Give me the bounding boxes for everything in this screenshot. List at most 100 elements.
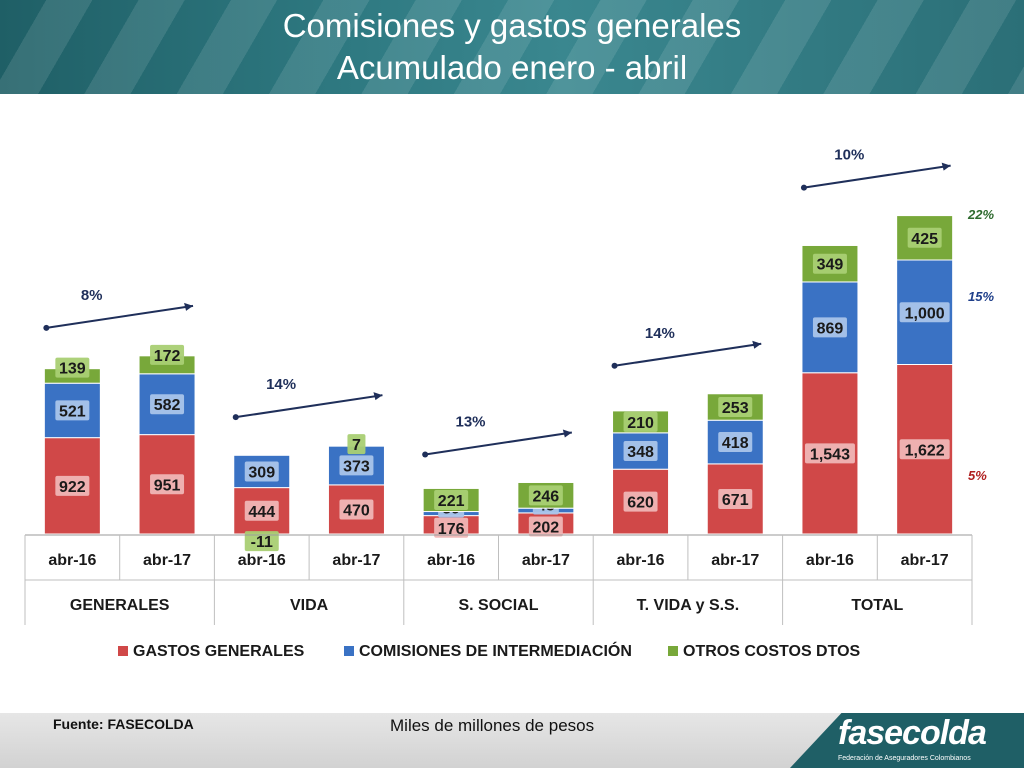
fasecolda-logo-subtitle: Federación de Aseguradores Colombianos: [838, 755, 971, 762]
data-label-otros-8: 349: [817, 257, 844, 274]
data-label-bg-gastos-3: [339, 499, 374, 520]
data-label-bg-otros-7: [718, 396, 753, 417]
bar-gastos-0: [43, 437, 101, 535]
growth-arrow-head-2: [562, 429, 572, 438]
growth-arrows-layer: 8% 14% 13% 14% 10%: [43, 147, 951, 458]
growth-arrow-0: [46, 304, 194, 329]
right-growth-comisiones: 15%: [968, 289, 994, 304]
data-label-gastos-7: 671: [722, 492, 749, 509]
growth-label-0: 8%: [81, 287, 103, 304]
data-label-otros-2: -11: [251, 534, 273, 551]
data-label-gastos-6: 620: [627, 495, 654, 512]
data-label-comisiones-3: 373: [343, 458, 370, 475]
data-label-otros-5: 246: [532, 488, 559, 505]
growth-arrow-tail-3: [611, 362, 618, 369]
growth-label-2: 13%: [455, 413, 485, 430]
data-label-bg-gastos-4: [434, 517, 469, 538]
data-label-bg-otros-3: [347, 434, 366, 455]
data-label-bg-comisiones-8: [812, 317, 847, 338]
legend-label-comisiones: COMISIONES DE INTERMEDIACIÓN: [359, 641, 632, 660]
data-label-comisiones-2: 309: [248, 464, 275, 481]
legend: GASTOS GENERALES COMISIONES DE INTERMEDIA…: [118, 641, 861, 660]
data-label-gastos-2: 444: [248, 504, 275, 521]
data-label-bg-gastos-2: [244, 500, 279, 521]
tick-label-5: abr-17: [522, 552, 570, 569]
source-note: Fuente: FASECOLDA: [53, 716, 194, 732]
tick-label-0: abr-16: [48, 552, 96, 569]
right-growth-otros: 22%: [967, 207, 994, 222]
data-label-comisiones-8: 869: [817, 320, 844, 337]
data-label-comisiones-9: 1,000: [905, 305, 945, 322]
data-label-bg-otros-8: [812, 253, 847, 274]
units-note: Miles de millones de pesos: [390, 716, 595, 735]
tick-label-9: abr-17: [901, 552, 949, 569]
growth-arrow-head-3: [752, 340, 762, 349]
stacked-bar-chart: 922521139951582172444309-114703737176392…: [24, 147, 994, 660]
right-growth-gastos: 5%: [968, 468, 987, 483]
data-label-bg-comisiones-1: [150, 394, 185, 415]
data-label-otros-3: 7: [352, 437, 361, 454]
data-label-bg-otros-5: [528, 485, 563, 506]
data-label-bg-gastos-5: [528, 516, 563, 537]
data-label-otros-1: 172: [154, 348, 181, 365]
data-label-gastos-9: 1,622: [905, 442, 945, 459]
growth-label-1: 14%: [266, 376, 296, 393]
data-label-otros-4: 221: [438, 493, 465, 510]
data-label-bg-otros-6: [623, 411, 658, 432]
tick-label-8: abr-16: [806, 552, 854, 569]
header-banner: [0, 0, 1024, 94]
growth-arrow-tail-1: [232, 414, 239, 421]
group-label-3: T. VIDA y S.S.: [637, 597, 740, 614]
data-label-gastos-4: 176: [438, 521, 465, 538]
data-label-bg-gastos-9: [899, 439, 950, 460]
legend-label-gastos: GASTOS GENERALES: [133, 643, 305, 660]
data-label-otros-6: 210: [627, 415, 654, 432]
group-label-0: GENERALES: [70, 597, 170, 614]
growth-label-4: 10%: [834, 147, 864, 164]
data-label-comisiones-6: 348: [627, 444, 654, 461]
right-side-growth-labels: 22% 15% 5%: [967, 207, 994, 483]
growth-arrow-tail-0: [43, 324, 50, 331]
bars-layer: 922521139951582172444309-114703737176392…: [43, 215, 954, 552]
data-label-bg-comisiones-3: [339, 455, 374, 476]
fasecolda-logo: fasecolda: [838, 714, 987, 752]
page-subtitle: Acumulado enero - abril: [336, 49, 688, 86]
data-label-gastos-1: 951: [154, 477, 181, 494]
data-label-bg-gastos-0: [55, 475, 90, 496]
data-label-gastos-3: 470: [343, 502, 370, 519]
data-label-bg-otros-4: [434, 489, 469, 510]
growth-arrow-head-4: [941, 162, 951, 171]
growth-arrow-4: [803, 164, 951, 189]
data-label-bg-otros-0: [55, 357, 90, 378]
data-label-gastos-0: 922: [59, 479, 86, 496]
data-label-gastos-8: 1,543: [810, 446, 850, 463]
data-label-otros-7: 253: [722, 400, 749, 417]
group-label-1: VIDA: [290, 597, 329, 614]
data-label-otros-0: 139: [59, 361, 86, 378]
tick-label-4: abr-16: [427, 552, 475, 569]
data-label-bg-comisiones-9: [899, 302, 950, 323]
data-label-bg-gastos-1: [150, 474, 185, 495]
legend-swatch-comisiones: [344, 646, 354, 656]
tick-label-2: abr-16: [238, 552, 286, 569]
data-label-bg-otros-2: [244, 531, 279, 552]
header-stripes: [0, 0, 1024, 94]
tick-label-7: abr-17: [711, 552, 759, 569]
data-label-comisiones-1: 582: [154, 397, 181, 414]
data-label-bg-comisiones-2: [244, 461, 279, 482]
legend-swatch-gastos: [118, 646, 128, 656]
data-label-bg-comisiones-6: [623, 441, 658, 462]
data-label-bg-otros-1: [150, 344, 185, 365]
tick-label-6: abr-16: [617, 552, 665, 569]
legend-swatch-otros: [668, 646, 678, 656]
growth-arrow-1: [235, 394, 383, 419]
data-label-bg-gastos-6: [623, 491, 658, 512]
data-label-bg-otros-9: [907, 227, 942, 248]
legend-label-otros: OTROS COSTOS DTOS: [683, 643, 861, 660]
category-axis-table: abr-16 abr-17 abr-16 abr-17 abr-16 abr-17 abr-…: [24, 534, 973, 625]
data-label-comisiones-7: 418: [722, 435, 749, 452]
data-label-comisiones-0: 521: [59, 403, 86, 420]
tick-label-3: abr-17: [332, 552, 380, 569]
data-label-bg-gastos-8: [804, 443, 855, 464]
growth-arrow-tail-2: [422, 451, 429, 458]
